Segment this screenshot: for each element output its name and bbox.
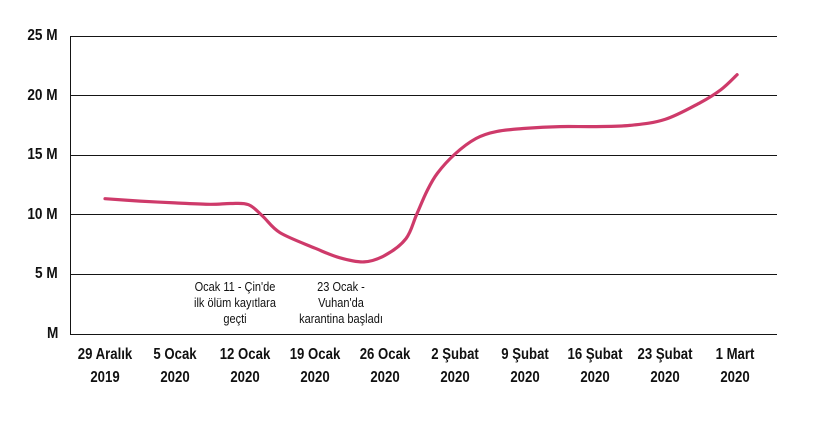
y-axis-label: 5 M [35,265,58,283]
annotation-line: Vuhan'da [318,296,364,310]
y-axis-label: 25 M [27,27,58,44]
trend-line [103,73,739,264]
annotation-line: karantina başladı [299,312,383,326]
y-axis-label: 15 M [27,146,58,164]
gridline [70,214,777,216]
annotation-line: geçti [223,312,247,326]
gridline [70,273,777,275]
gridline [70,333,777,335]
y-axis-label: 20 M [27,86,58,104]
y-axis-line [70,36,71,335]
annotation-line: ilk ölüm kayıtlara [194,296,277,310]
annotation-line: 23 Ocak - [317,280,365,294]
y-axis-label: M [46,325,58,342]
gridline [70,35,777,37]
annotation-line: Ocak 11 - Çin'de [194,280,276,294]
y-axis-label: 10 M [27,205,58,223]
gridline [70,154,777,156]
gridline [70,95,777,97]
